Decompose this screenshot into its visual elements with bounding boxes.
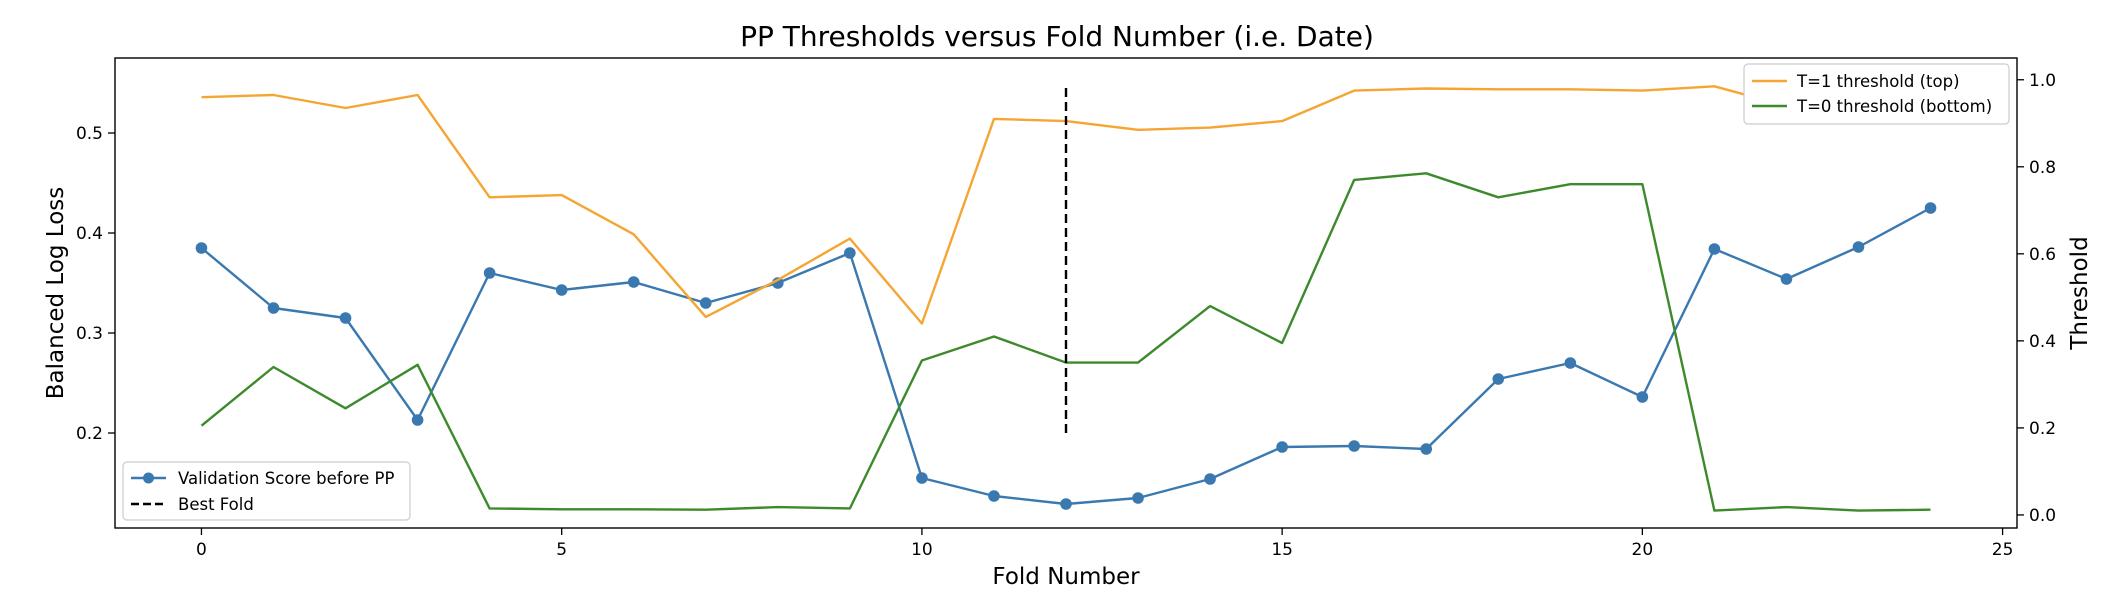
series-point-validation-score-before-pp-3 [411, 414, 424, 426]
x-tick-label-0: 0 [196, 540, 207, 560]
series-point-validation-score-before-pp-2 [339, 312, 352, 324]
legend-validation-marker [143, 472, 154, 484]
series-point-validation-score-before-pp-9 [844, 247, 856, 259]
y-right-tick-label-2: 0.4 [2029, 332, 2056, 352]
y-left-tick-label-1: 0.3 [76, 324, 103, 344]
chart-title: PP Thresholds versus Fold Number (i.e. D… [740, 20, 1374, 53]
x-tick-label-1: 5 [556, 540, 567, 560]
series-point-validation-score-before-pp-12 [1060, 498, 1072, 510]
series-point-validation-score-before-pp-21 [1708, 243, 1721, 255]
legend-t0-label: T=0 threshold (bottom) [1796, 97, 1992, 116]
y-right-tick-label-5: 1.0 [2029, 71, 2056, 91]
plot-frame [114, 57, 2018, 529]
series-point-validation-score-before-pp-15 [1276, 441, 1288, 453]
y-right-tick-label-3: 0.6 [2029, 245, 2056, 265]
y-right-tick-label-1: 0.2 [2029, 419, 2056, 439]
legend-validation-label: Validation Score before PP [178, 469, 394, 488]
legend-lower-left-box [122, 461, 411, 521]
x-tick-label-2: 10 [911, 540, 933, 560]
legend-lower-left: Validation Score before PP Best Fold [122, 461, 411, 521]
x-axis-label: Fold Number [992, 564, 1140, 590]
y-left-tick-label-3: 0.5 [76, 124, 103, 144]
series-point-validation-score-before-pp-13 [1132, 492, 1144, 504]
plot-lines [195, 83, 1937, 512]
legend-best-fold-label: Best Fold [178, 495, 254, 514]
x-tick-label-3: 15 [1271, 540, 1293, 560]
y-right-axis-label: Threshold [2067, 236, 2093, 350]
series-point-validation-score-before-pp-5 [555, 284, 568, 296]
y-right-axis: 0.0 0.2 0.4 0.6 0.8 1.0 [2017, 71, 2056, 526]
legend-t1-label: T=1 threshold (top) [1796, 72, 1960, 91]
series-point-validation-score-before-pp-23 [1852, 241, 1865, 253]
series-point-validation-score-before-pp-22 [1780, 273, 1793, 285]
y-left-tick-label-2: 0.4 [76, 224, 103, 244]
series-point-validation-score-before-pp-17 [1420, 443, 1433, 455]
series-point-validation-score-before-pp-20 [1636, 391, 1649, 403]
x-tick-label-5: 25 [1992, 540, 2014, 560]
y-right-tick-label-4: 0.8 [2029, 158, 2056, 178]
x-axis: 0 5 10 15 20 25 [196, 528, 2013, 560]
series-point-validation-score-before-pp-4 [483, 267, 496, 279]
series-point-validation-score-before-pp-18 [1492, 373, 1505, 385]
series-point-validation-score-before-pp-10 [916, 472, 928, 484]
series-point-validation-score-before-pp-6 [627, 276, 640, 288]
series-point-validation-score-before-pp-19 [1564, 357, 1577, 369]
legend-upper-right: T=1 threshold (top) T=0 threshold (botto… [1743, 63, 2010, 125]
series-point-validation-score-before-pp-7 [699, 297, 712, 309]
series-point-validation-score-before-pp-16 [1348, 440, 1360, 452]
y-left-axis: 0.2 0.3 0.4 0.5 [76, 124, 115, 444]
legend-upper-right-box [1743, 63, 2010, 125]
x-tick-label-4: 20 [1632, 540, 1654, 560]
y-left-tick-label-0: 0.2 [76, 424, 103, 444]
series-point-validation-score-before-pp-14 [1204, 473, 1216, 485]
y-right-tick-label-0: 0.0 [2029, 506, 2056, 526]
y-left-axis-label: Balanced Log Loss [43, 187, 69, 399]
series-point-validation-score-before-pp-1 [267, 302, 280, 314]
series-point-validation-score-before-pp-24 [1924, 202, 1937, 214]
series-point-validation-score-before-pp-0 [195, 242, 208, 254]
series-point-validation-score-before-pp-11 [988, 490, 1000, 502]
